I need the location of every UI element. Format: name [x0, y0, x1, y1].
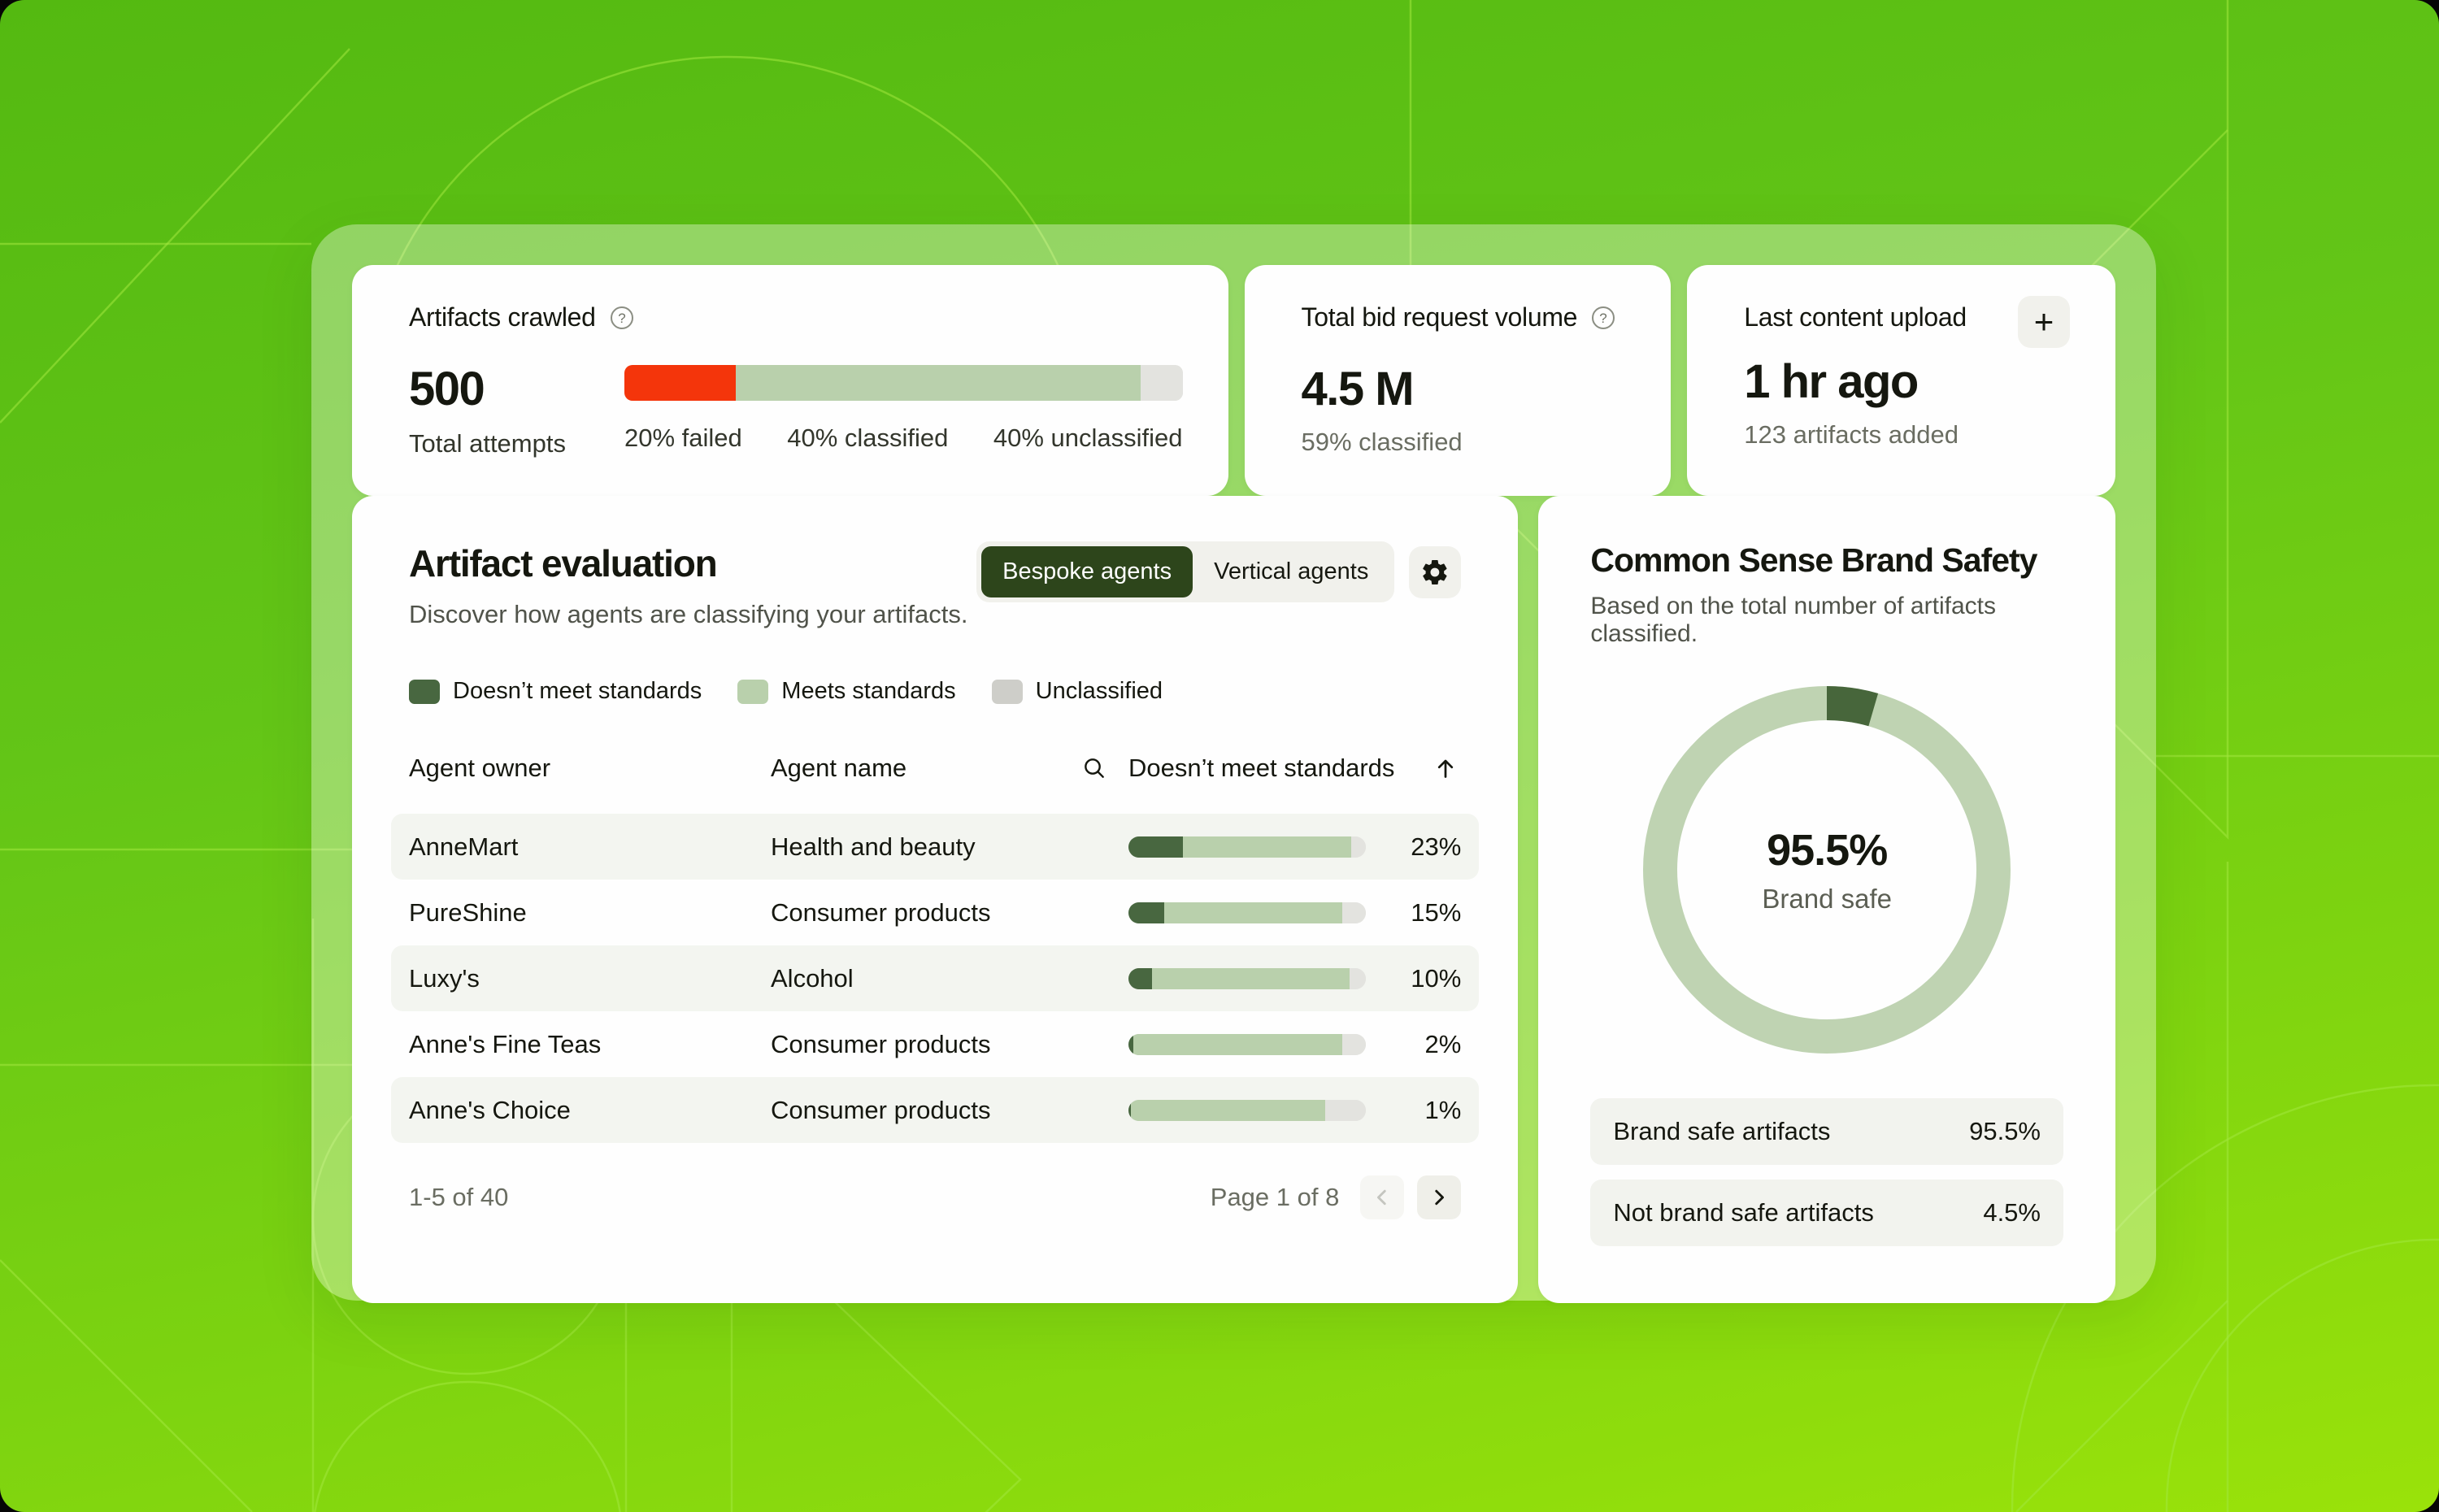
- help-icon[interactable]: ?: [1590, 305, 1616, 331]
- legend-item: Doesn’t meet standards: [409, 678, 702, 705]
- agent-name-cell: Consumer products: [771, 1029, 991, 1058]
- rows-range-label: 1-5 of 40: [409, 1183, 509, 1211]
- legend-label: Unclassified: [1035, 678, 1163, 704]
- svg-text:?: ?: [1599, 311, 1606, 326]
- artifact-evaluation-panel: Artifact evaluation Discover how agents …: [352, 496, 1519, 1303]
- table-row[interactable]: Anne's Choice Consumer products 1%: [391, 1077, 1480, 1143]
- tab-bespoke-agents[interactable]: Bespoke agents: [981, 546, 1193, 597]
- doesnt-meet-percentage: 15%: [1411, 897, 1462, 927]
- artifacts-crawled-title: Artifacts crawled: [409, 302, 596, 332]
- chevron-left-icon: [1377, 1189, 1387, 1206]
- stat-row: Brand safe artifacts 95.5%: [1590, 1098, 2063, 1165]
- classification-legend: Doesn’t meet standards Meets standards Unc…: [409, 678, 1461, 705]
- agent-owner-cell: AnneMart: [409, 832, 519, 861]
- last-upload-title: Last content upload: [1744, 302, 1967, 332]
- page-indicator: Page 1 of 8: [1210, 1183, 1340, 1211]
- agent-name-cell: Consumer products: [771, 1095, 991, 1124]
- brand-safety-stats: Brand safe artifacts 95.5% Not brand safe …: [1590, 1098, 2063, 1246]
- last-upload-card: Last content upload + 1 hr ago 123 artif…: [1687, 265, 2115, 496]
- stat-value: 95.5%: [1969, 1117, 2041, 1145]
- legend-label: Meets standards: [781, 678, 956, 704]
- sort-ascending-icon[interactable]: [1433, 756, 1458, 780]
- artifacts-crawled-bar-labels: 20% failed 40% classified 40% unclassified: [624, 424, 1183, 453]
- agent-name-cell: Health and beauty: [771, 832, 976, 861]
- column-doesnt-meet-standards: Doesn’t meet standards: [1128, 754, 1395, 782]
- column-agent-name: Agent name: [771, 754, 907, 782]
- add-content-button[interactable]: +: [2017, 296, 2070, 348]
- brand-safety-panel: Common Sense Brand Safety Based on the t…: [1538, 496, 2115, 1303]
- agent-owner-cell: Anne's Choice: [409, 1095, 571, 1124]
- brand-safety-title: Common Sense Brand Safety: [1590, 541, 2037, 579]
- evaluation-subtitle: Discover how agents are classifying your…: [409, 600, 968, 628]
- agent-name-cell: Consumer products: [771, 897, 991, 927]
- legend-chip: [737, 679, 769, 704]
- bid-volume-subtitle: 59% classified: [1301, 428, 1463, 456]
- classification-bar: [1128, 1033, 1366, 1055]
- main-panels-row: Artifact evaluation Discover how agents …: [352, 496, 2115, 1303]
- svg-text:?: ?: [618, 311, 625, 326]
- column-agent-owner: Agent owner: [409, 754, 551, 782]
- stat-row: Not brand safe artifacts 4.5%: [1590, 1180, 2063, 1246]
- classification-bar: [1128, 967, 1366, 989]
- classified-segment: [736, 365, 1141, 401]
- agent-owner-cell: Anne's Fine Teas: [409, 1029, 602, 1058]
- chevron-right-icon: [1435, 1189, 1445, 1206]
- bid-volume-title: Total bid request volume: [1301, 302, 1578, 332]
- settings-button[interactable]: [1409, 545, 1462, 598]
- doesnt-meet-percentage: 10%: [1411, 963, 1462, 993]
- gear-icon: [1423, 559, 1447, 584]
- unclassified-segment: [1141, 365, 1183, 401]
- legend-label: Doesn’t meet standards: [453, 678, 702, 704]
- legend-item: Unclassified: [991, 678, 1163, 705]
- brand-safety-subtitle: Based on the total number of artifacts c…: [1590, 593, 1996, 647]
- bid-volume-value: 4.5 M: [1301, 363, 1415, 415]
- table-header: Agent owner Agent name Doesn’t meet stan…: [409, 742, 1461, 794]
- bar-label: 40% unclassified: [993, 424, 1183, 452]
- bid-volume-card: Total bid request volume ? 4.5 M 59% cla…: [1244, 265, 1672, 496]
- legend-chip: [991, 679, 1023, 704]
- agents-table: AnneMart Health and beauty 23% PureShine…: [391, 814, 1480, 1143]
- doesnt-meet-percentage: 2%: [1424, 1029, 1462, 1058]
- failed-segment: [624, 365, 737, 401]
- previous-page-button[interactable]: [1360, 1175, 1405, 1219]
- dashboard-container: Artifacts crawled ? 500 Total attempts: [311, 224, 2156, 1303]
- stat-cards-row: Artifacts crawled ? 500 Total attempts: [352, 265, 2115, 496]
- table-row[interactable]: Luxy's Alcohol 10%: [391, 945, 1480, 1011]
- evaluation-title: Artifact evaluation: [409, 542, 718, 584]
- agents-toggle: Bespoke agents Vertical agents: [976, 541, 1395, 602]
- stat-label: Not brand safe artifacts: [1613, 1198, 1874, 1227]
- next-page-button[interactable]: [1417, 1175, 1462, 1219]
- agent-name-cell: Alcohol: [771, 963, 854, 993]
- legend-item: Meets standards: [737, 678, 956, 705]
- agent-owner-cell: Luxy's: [409, 963, 480, 993]
- classification-bar: [1128, 836, 1366, 858]
- pagination: 1-5 of 40 Page 1 of 8: [409, 1175, 1462, 1219]
- legend-chip: [409, 679, 440, 704]
- doesnt-meet-percentage: 23%: [1411, 832, 1462, 861]
- last-upload-value: 1 hr ago: [1744, 355, 1919, 408]
- stat-value: 4.5%: [1983, 1198, 2041, 1227]
- tab-vertical-agents[interactable]: Vertical agents: [1193, 546, 1389, 597]
- classification-bar: [1128, 902, 1366, 923]
- search-icon[interactable]: [1081, 755, 1107, 781]
- total-attempts-label: Total attempts: [409, 429, 566, 458]
- table-row[interactable]: AnneMart Health and beauty 23%: [391, 814, 1480, 880]
- bar-label: 40% classified: [787, 424, 949, 452]
- last-upload-subtitle: 123 artifacts added: [1744, 420, 1959, 449]
- bar-label: 20% failed: [624, 424, 742, 452]
- brand-safety-donut-chart: 95.5% Brand safe: [1636, 679, 2018, 1061]
- help-icon[interactable]: ?: [609, 305, 635, 331]
- artifacts-crawled-card: Artifacts crawled ? 500 Total attempts: [352, 265, 1228, 496]
- table-row[interactable]: PureShine Consumer products 15%: [391, 880, 1479, 945]
- total-attempts-value: 500: [409, 363, 485, 415]
- brand-safe-label: Brand safe: [1762, 884, 1892, 914]
- table-row[interactable]: Anne's Fine Teas Consumer products 2%: [391, 1011, 1479, 1077]
- agent-owner-cell: PureShine: [409, 897, 527, 927]
- stat-label: Brand safe artifacts: [1613, 1117, 1831, 1145]
- brand-safe-percentage: 95.5%: [1767, 826, 1888, 875]
- artifacts-crawled-bar: [624, 365, 1183, 401]
- doesnt-meet-percentage: 1%: [1424, 1095, 1462, 1124]
- classification-bar: [1128, 1099, 1366, 1121]
